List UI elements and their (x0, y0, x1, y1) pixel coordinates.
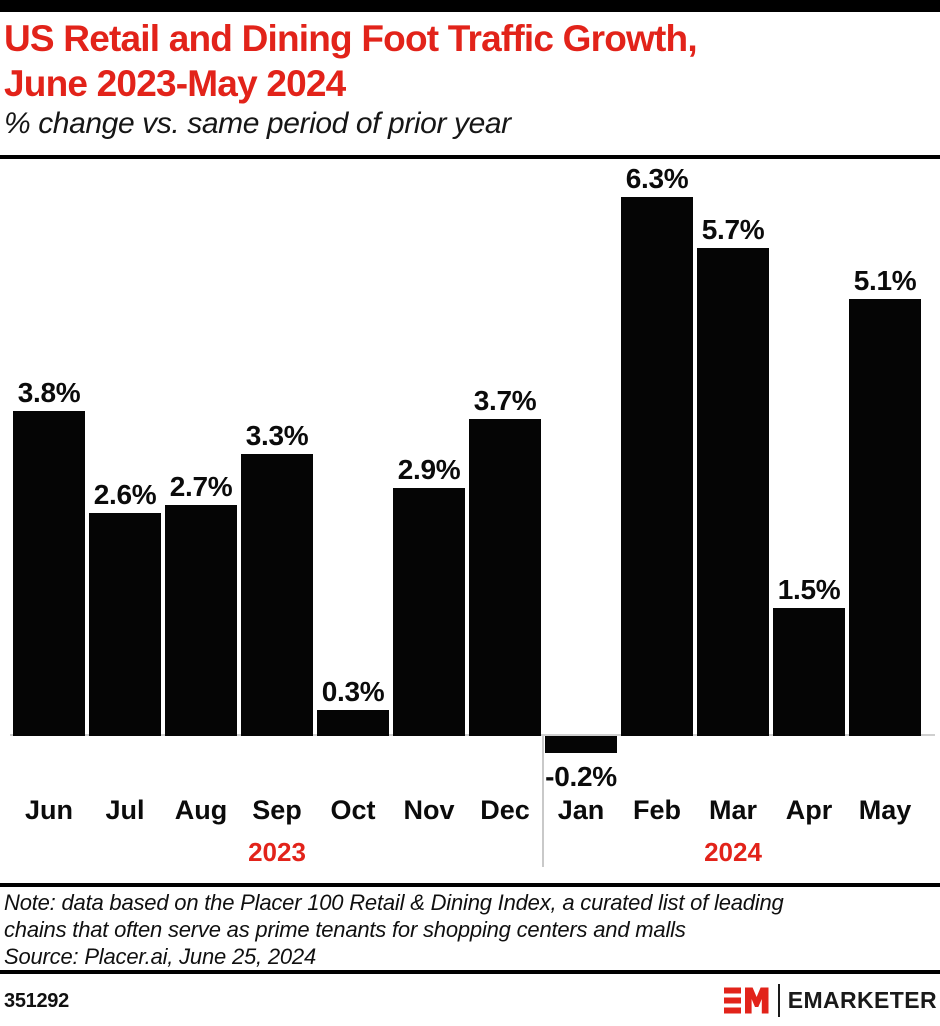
bar-mar (697, 248, 769, 736)
chart-subtitle: % change vs. same period of prior year (4, 107, 511, 140)
bar-value-label-jul: 2.6% (93, 479, 157, 510)
title-line-2: June 2023-May 2024 (4, 63, 346, 104)
year-label-2023: 2023 (248, 837, 306, 867)
emarketer-logo: EMARKETER (723, 983, 937, 1018)
title-divider-rule (0, 155, 940, 159)
footnote-block: Note: data based on the Placer 100 Retai… (4, 889, 784, 970)
bar-value-label-sep: 3.3% (245, 420, 309, 451)
bar-value-label-oct: 0.3% (321, 676, 385, 707)
axis-label-nov: Nov (403, 795, 455, 825)
title-line-1: US Retail and Dining Foot Traffic Growth… (4, 18, 698, 59)
chart-area: 3.8% Jun 2.6% Jul 2.7% Aug 3.3% Sep 0.3% Oct 2.9% N… (0, 160, 940, 883)
bar-value-label-feb: 6.3% (625, 163, 689, 194)
bar-oct (317, 710, 389, 736)
axis-label-sep: Sep (252, 795, 302, 825)
source-text: Source: Placer.ai, June 25, 2024 (4, 944, 316, 969)
axis-label-feb: Feb (632, 795, 682, 825)
bar-nov (393, 488, 465, 736)
note-line-1: Note: data based on the Placer 100 Retai… (4, 890, 784, 915)
year-label-2024: 2024 (704, 837, 762, 867)
bar-jul (89, 513, 161, 736)
bar-value-label-nov: 2.9% (397, 454, 461, 485)
bar-may (849, 299, 921, 736)
logo-divider (777, 984, 780, 1017)
bar-value-label-jun: 3.8% (17, 377, 81, 408)
bar-value-label-may: 5.1% (853, 265, 917, 296)
axis-label-jun: Jun (24, 795, 74, 825)
bar-jan (545, 736, 617, 753)
axis-label-aug: Aug (174, 795, 228, 825)
page-title: US Retail and Dining Foot Traffic Growth… (4, 16, 698, 106)
axis-label-jan: Jan (557, 795, 605, 825)
chart-id: 351292 (4, 990, 69, 1012)
bar-sep (241, 454, 313, 736)
note-line-2: chains that often serve as prime tenants… (4, 917, 686, 942)
year-divider-line (542, 736, 544, 867)
bar-value-label-dec: 3.7% (473, 385, 537, 416)
axis-label-mar: Mar (708, 795, 758, 825)
bar-value-label-jan: -0.2% (545, 761, 617, 792)
axis-label-dec: Dec (480, 795, 530, 825)
bar-feb (621, 197, 693, 736)
bar-aug (165, 505, 237, 736)
footer-divider-rule (0, 970, 940, 974)
bar-value-label-mar: 5.7% (701, 214, 765, 245)
axis-label-may: May (858, 795, 912, 825)
bar-value-label-apr: 1.5% (777, 574, 841, 605)
axis-label-apr: Apr (785, 795, 833, 825)
emarketer-wordmark: EMARKETER (787, 987, 937, 1013)
axis-label-jul: Jul (105, 795, 145, 825)
bar-value-label-aug: 2.7% (169, 471, 233, 502)
chart-bottom-border (0, 883, 940, 887)
axis-label-oct: Oct (330, 795, 376, 825)
bar-dec (469, 419, 541, 736)
emarketer-logo-mark-icon (723, 987, 769, 1014)
bar-jun (13, 411, 85, 736)
bar-apr (773, 608, 845, 736)
top-border-bar (0, 0, 940, 12)
